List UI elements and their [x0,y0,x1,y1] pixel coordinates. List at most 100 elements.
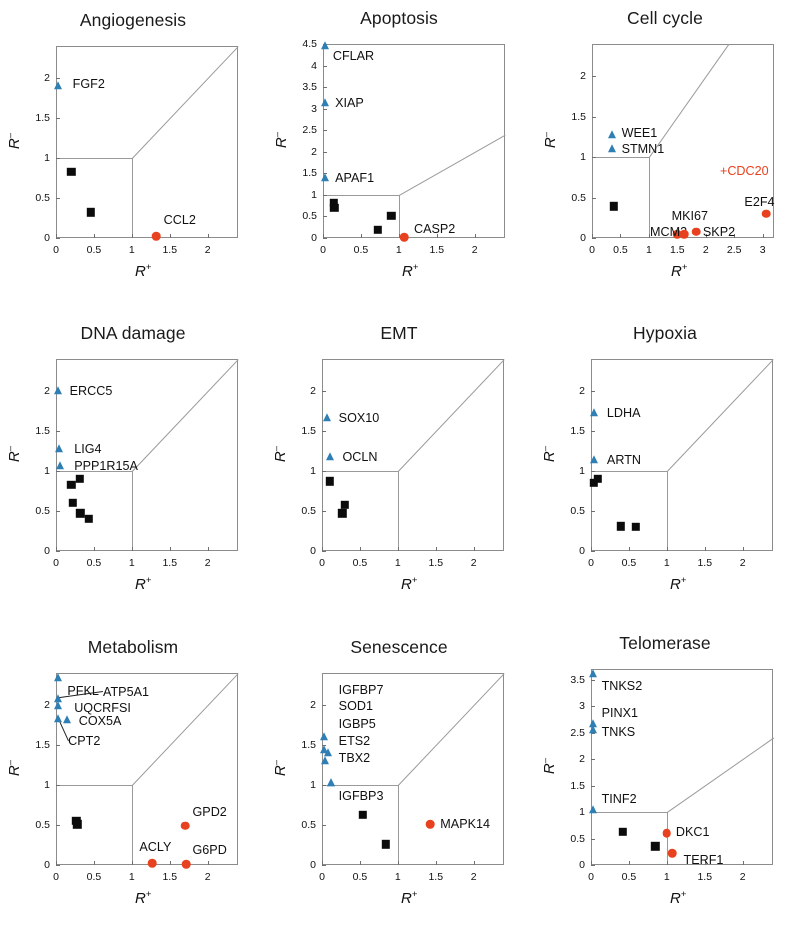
data-point-square [325,477,334,486]
panel-cell-cycle: Cell cycle 0 0.5 1 1.5 2 2.5 3 0 0.5 1 1.5 2 R+ R– +CDC… [532,0,798,311]
data-point-square [618,827,628,836]
reference-line-vertical [666,812,668,865]
y-tick [591,838,595,840]
plot-area: 0 0.5 1 1.5 2 0 0.5 1 1.5 2 R+ R– LDHA ARTN [540,359,774,593]
data-point-label: TBX2 [338,750,371,765]
data-point-triangle [62,715,71,724]
y-tick-label: 1 [44,779,50,791]
data-point-label: ERCC5 [69,384,113,398]
panel-title: Metabolism [87,637,179,657]
panel-title: Cell cycle [627,8,703,28]
data-point-label: GPD2 [192,805,227,820]
y-tick-label: 3 [311,102,317,115]
y-tick-label: 0 [44,859,50,871]
x-tick [207,861,209,865]
data-point-label: IGBP5 [338,717,376,732]
y-tick-label: 1.5 [570,425,585,437]
data-point-label: PPP1R15A [74,459,138,474]
y-tick-label: 0 [44,232,50,244]
y-axis-label-superscript: – [540,757,552,764]
x-tick [734,234,736,238]
data-point-label: DKC1 [675,825,710,840]
panel-apoptosis: Apoptosis 0 0.5 1 1.5 2 0 0.5 1 1.5 2 2.5 3 3.5 4 4.5 R+… [266,0,532,311]
data-point-triangle [53,81,62,90]
y-axis-label-text: R [6,451,24,463]
x-tick-label: 0.5 [621,557,637,569]
y-tick-label: 3.5 [570,673,585,686]
x-tick-label: 2 [204,871,211,883]
y-axis-label-superscript: – [272,131,284,138]
x-tick [397,861,399,865]
y-tick-label: 2 [579,385,585,397]
x-tick [93,861,95,865]
data-point-circle [151,232,161,241]
y-axis-label-superscript: – [5,132,17,139]
y-tick [56,198,60,199]
y-axis-label: R– [271,446,289,462]
reference-line-horizontal [322,471,398,472]
data-point-triangle [319,732,328,741]
y-tick-label: 0 [44,545,50,557]
x-axis-label: R+ [135,889,151,907]
panel-metabolism: Metabolism 0 0.5 1 1.5 2 0 0.5 1 1.5 2 R+ R– PFKL ATP5… [0,625,266,934]
y-tick-label: 0 [311,232,317,244]
plot-area: 0 0.5 1 1.5 2 0 0.5 1 1.5 2 R+ R– SOX10 OCLN [271,359,505,593]
data-point-circle [182,859,191,869]
y-tick-label: 1 [579,465,585,477]
y-tick [56,785,60,786]
y-tick [322,785,326,786]
x-tick [169,547,171,551]
x-tick-label: 2 [702,244,709,256]
reference-line-horizontal [592,157,649,159]
y-tick-label: 0 [580,232,586,244]
x-tick-label: 1 [394,871,401,883]
data-point-label: G6PD [192,842,227,857]
data-point-triangle [327,778,336,787]
y-axis-label: R– [5,760,23,776]
y-tick [56,551,60,552]
data-point-triangle [325,452,334,461]
data-point-square [86,208,96,217]
x-tick [666,547,668,551]
x-axis-label-superscript: + [411,889,418,900]
y-axis-label-superscript: – [5,759,17,766]
x-tick [628,547,630,551]
y-tick-label: 1 [44,465,50,477]
data-point-triangle [588,725,597,734]
x-axis-label-text: R [671,263,682,280]
x-tick [207,234,209,238]
y-axis-label-superscript: – [271,445,283,452]
x-tick [323,234,324,238]
y-tick [56,431,60,432]
y-tick-label: 1.5 [35,112,50,124]
reference-line-horizontal [591,471,667,472]
data-point-square [66,480,76,489]
x-tick-label: 1 [394,557,401,569]
plot-area: 0 0.5 1 1.5 2 2.5 3 0 0.5 1 1.5 2 R+ R– +CDC20 WEE1 STMN… [541,43,775,280]
y-tick [323,238,327,239]
y-axis-label: R– [5,446,23,462]
x-tick [169,861,171,865]
reference-line-vertical [131,785,133,865]
x-axis-label: R+ [135,575,151,593]
x-tick [131,861,133,865]
data-point-triangle [588,719,597,728]
x-tick-label: 0.5 [353,244,369,256]
panel-title: Hypoxia [633,323,697,343]
data-point-circle [673,229,682,239]
x-tick [591,547,592,551]
x-tick-label: 0.5 [613,244,628,256]
y-tick-label: 1 [580,151,586,164]
data-point-triangle [608,129,617,138]
plot-area: 0 0.5 1 1.5 2 0 0.5 1 1.5 2 R+ R– ERCC5 LIG4 PPP1R15A [5,359,239,593]
panel-title: Senescence [350,637,448,657]
y-axis-label-superscript: – [5,445,17,452]
y-tick-label: 0.5 [571,191,586,204]
x-tick [620,234,622,238]
x-tick [473,547,475,551]
reference-line-horizontal [56,158,132,159]
data-point-label: TNKS [601,724,636,739]
data-point-triangle [588,669,597,678]
data-point-label: LDHA [606,406,641,421]
data-point-label: SOD1 [338,698,373,713]
